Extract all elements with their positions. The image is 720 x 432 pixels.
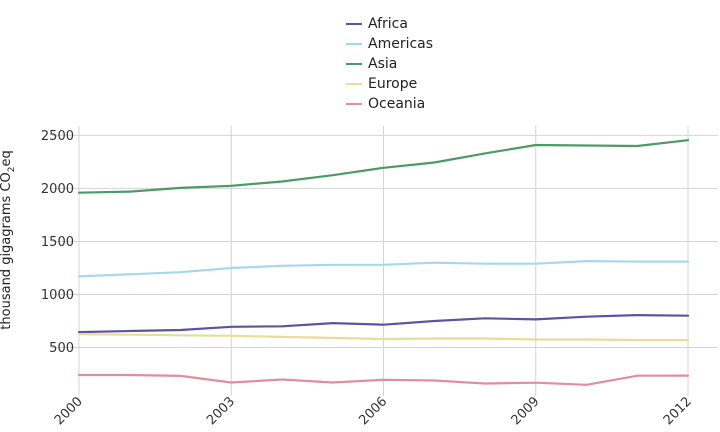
legend-swatch: [346, 23, 362, 25]
y-axis-label-main: thousand gigagrams CO: [0, 172, 15, 330]
series-line-oceania: [77, 373, 690, 386]
legend-item-asia: Asia: [346, 54, 433, 74]
y-tick-label-1: 1000: [41, 288, 74, 303]
legend-label: Oceania: [368, 96, 426, 112]
legend-swatch: [346, 83, 362, 85]
legend-swatch: [346, 103, 362, 105]
x-tick-label-1: 2003: [204, 394, 238, 428]
legend: Africa Americas Asia Europe Oceania: [346, 14, 433, 114]
y-axis-label-subscript: 2: [6, 166, 17, 173]
x-tick-label-0: 2000: [52, 394, 86, 428]
series-line-africa: [77, 314, 690, 334]
legend-item-africa: Africa: [346, 14, 433, 34]
y-tick-label-0: 500: [49, 341, 74, 356]
legend-label: Africa: [368, 16, 408, 32]
series-line-americas: [77, 260, 690, 278]
legend-label: Americas: [368, 36, 434, 52]
y-tick-label-3: 2000: [41, 182, 74, 197]
series-line-europe: [77, 333, 690, 342]
x-tick-labels: 2000 2003 2006 2009 2012: [52, 394, 695, 428]
y-tick-label-2: 1500: [41, 235, 74, 250]
legend-swatch: [346, 43, 362, 45]
series-line-asia: [77, 139, 690, 194]
legend-swatch: [346, 63, 362, 65]
y-tick-label-4: 2500: [41, 129, 74, 144]
legend-label: Europe: [368, 76, 418, 92]
legend-item-europe: Europe: [346, 74, 433, 94]
x-tick-label-2: 2006: [356, 394, 390, 428]
x-tick-label-3: 2009: [509, 394, 543, 428]
legend-item-oceania: Oceania: [346, 94, 433, 114]
y-axis-label: thousand gigagrams CO2eq: [0, 150, 17, 329]
x-tick-label-4: 2012: [661, 394, 695, 428]
y-tick-labels: 500 1000 1500 2000 2500: [41, 129, 74, 356]
legend-item-americas: Americas: [346, 34, 433, 54]
series-lines: [77, 139, 690, 386]
legend-label: Asia: [368, 56, 398, 72]
y-axis-label-tail: eq: [0, 150, 15, 167]
